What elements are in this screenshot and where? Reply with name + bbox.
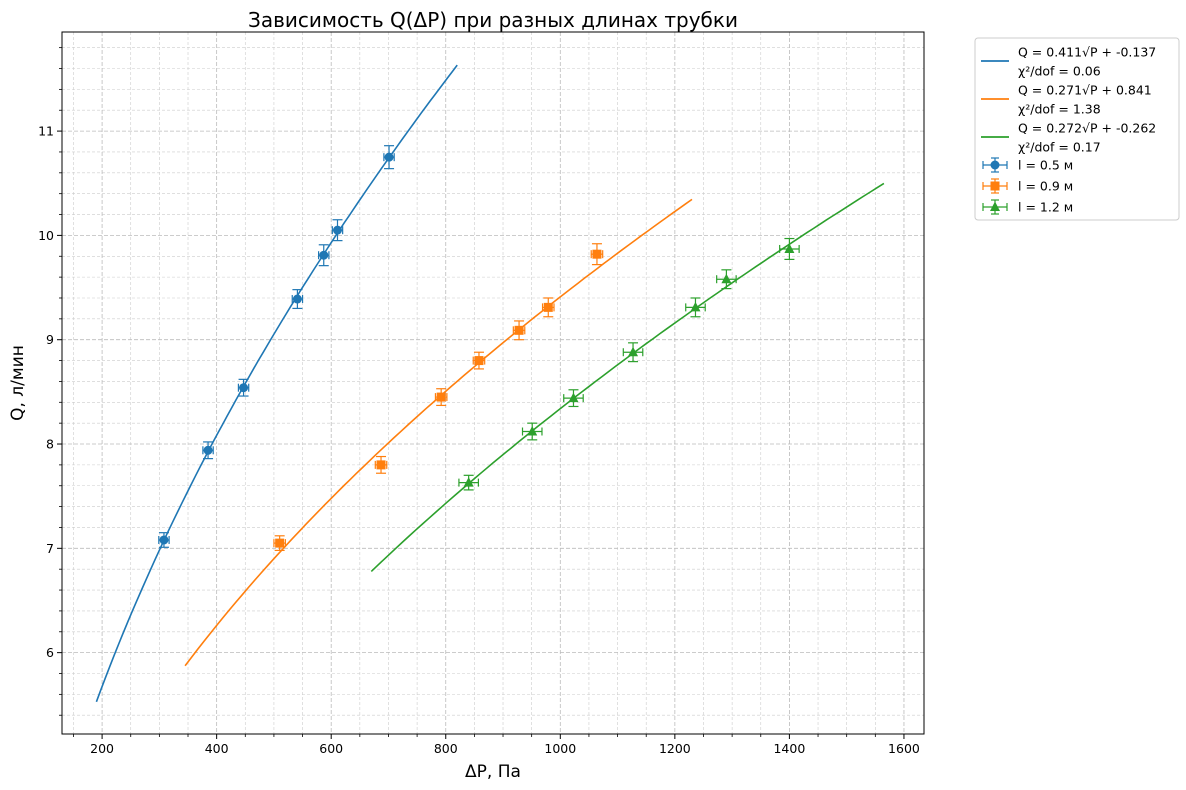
legend-items: Q = 0.411√P + -0.137 χ²/dof = 0.06 Q = 0.2… (981, 45, 1156, 215)
x-tick-label: 1000 (544, 741, 576, 756)
data-markers (159, 152, 795, 548)
legend-series-label: l = 0.5 м (1018, 158, 1073, 173)
circle-marker (332, 225, 342, 235)
y-tick-labels: 6 7 8 9 10 11 (38, 124, 54, 661)
square-marker (592, 249, 602, 259)
axis-ticks (57, 47, 905, 739)
legend-fit-equation: Q = 0.272√P + -0.262 (1018, 121, 1156, 136)
square-marker (376, 460, 386, 470)
square-marker (474, 356, 484, 366)
y-tick-label: 11 (38, 124, 54, 139)
triangle-marker (628, 346, 639, 357)
y-axis-label: Q, л/мин (8, 345, 28, 421)
fit-line (95, 64, 458, 703)
y-tick-label: 9 (46, 332, 54, 347)
square-marker (990, 181, 1000, 191)
triangle-marker (990, 201, 1000, 211)
triangle-marker (527, 426, 538, 436)
x-tick-label: 800 (434, 741, 458, 756)
chart-title: Зависимость Q(ΔP) при разных длинах труб… (248, 8, 738, 32)
legend-series-label: l = 1.2 м (1018, 200, 1073, 215)
legend-fit-chi2: χ²/dof = 1.38 (1018, 102, 1101, 117)
y-tick-label: 10 (38, 228, 54, 243)
circle-marker (384, 152, 394, 162)
circle-marker (203, 445, 213, 455)
triangle-marker (721, 273, 732, 284)
triangle-marker (690, 301, 701, 312)
major-grid (62, 32, 924, 734)
circle-marker (159, 535, 169, 545)
plot-frame (61, 31, 925, 735)
legend: Q = 0.411√P + -0.137 χ²/dof = 0.06 Q = 0.2… (974, 37, 1180, 221)
x-tick-label: 1600 (888, 741, 920, 756)
x-tick-label: 400 (205, 741, 229, 756)
x-tick-label: 1400 (773, 741, 805, 756)
legend-fit-equation: Q = 0.411√P + -0.137 (1018, 45, 1156, 60)
legend-fit-chi2: χ²/dof = 0.06 (1018, 64, 1101, 79)
legend-fit-chi2: χ²/dof = 0.17 (1018, 140, 1101, 155)
triangle-marker (463, 477, 474, 487)
legend-series-label: l = 0.9 м (1018, 179, 1073, 194)
x-tick-label: 1200 (659, 741, 691, 756)
x-tick-label: 600 (319, 741, 343, 756)
legend-fit-equation: Q = 0.271√P + 0.841 (1018, 83, 1152, 98)
circle-marker (990, 160, 1000, 170)
y-tick-label: 8 (46, 437, 54, 452)
circle-marker (292, 294, 302, 304)
y-tick-label: 7 (46, 541, 54, 556)
square-marker (275, 538, 285, 548)
triangle-marker (568, 392, 579, 403)
square-marker (436, 392, 446, 402)
square-marker (543, 302, 553, 312)
y-tick-label: 6 (46, 645, 54, 660)
legend-frame (974, 37, 1180, 221)
triangle-marker (784, 243, 795, 253)
square-marker (514, 325, 524, 335)
circle-marker (319, 250, 329, 260)
circle-marker (239, 383, 249, 393)
x-axis-label: ΔP, Па (465, 762, 521, 782)
fit-line (370, 182, 885, 572)
x-tick-labels: 200 400 600 800 1000 1200 1400 1600 (90, 741, 920, 756)
x-tick-label: 200 (90, 741, 114, 756)
